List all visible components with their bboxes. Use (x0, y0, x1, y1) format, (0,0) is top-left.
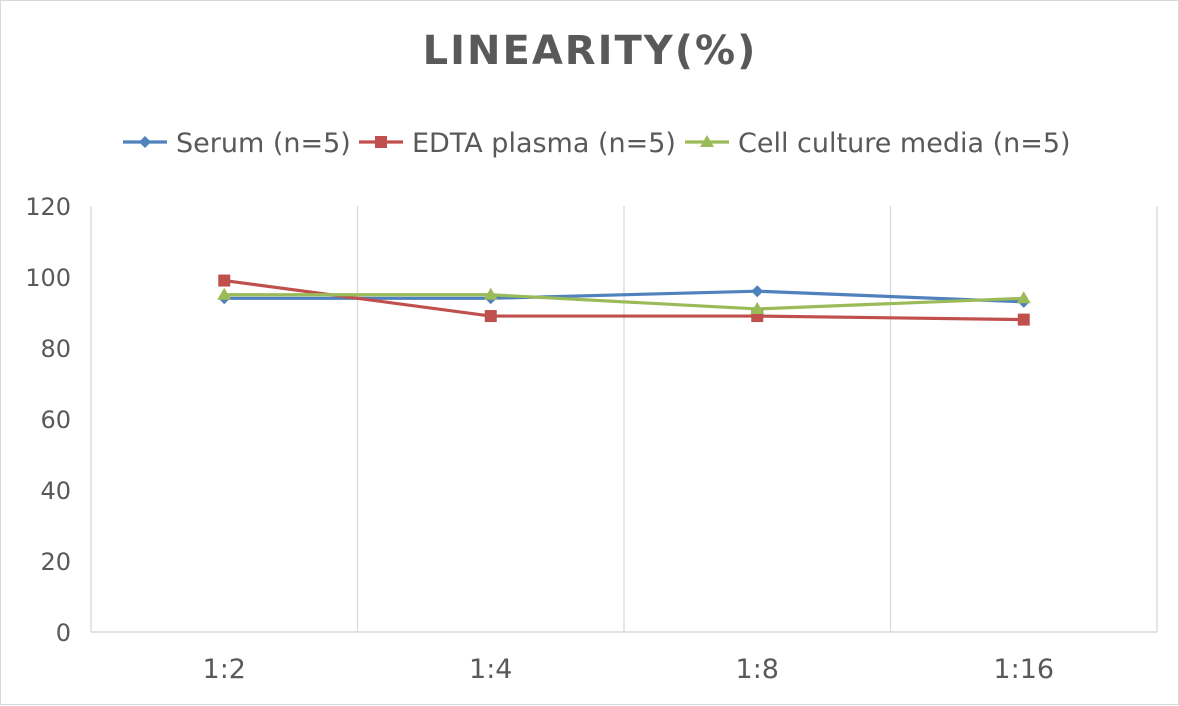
y-tick-label: 0 (56, 619, 71, 647)
legend-marker (375, 136, 387, 148)
x-tick-label: 1:8 (736, 654, 779, 685)
chart-series (217, 274, 1031, 326)
y-tick-label: 120 (25, 193, 71, 221)
data-point (1016, 291, 1031, 304)
y-tick-label: 60 (40, 406, 71, 434)
chart-legend: Serum (n=5) EDTA plasma (n=5) Cell culture… (123, 128, 1071, 159)
chart-title: LINEARITY(%) (423, 28, 758, 74)
legend-item-edta-plasma-n-5: EDTA plasma (n=5) (359, 128, 676, 159)
data-point (484, 310, 497, 323)
y-tick-label: 40 (40, 477, 71, 505)
y-axis-ticks: 0 20 40 60 80 100 120 (25, 193, 71, 647)
series-line (222, 278, 1026, 322)
data-point (483, 287, 498, 300)
x-tick-label: 1:2 (203, 654, 246, 685)
legend-item-cell-culture-media-n-5: Cell culture media (n=5) (685, 128, 1071, 159)
data-point (218, 274, 231, 287)
legend-marker (700, 135, 714, 147)
y-tick-label: 80 (40, 335, 71, 363)
data-point (217, 287, 232, 300)
x-axis-ticks: 1:2 1:4 1:8 1:16 (203, 654, 1055, 685)
series-line (222, 293, 1026, 311)
legend-label: Serum (n=5) (176, 128, 351, 159)
chart-gridlines (90, 206, 1158, 632)
legend-item-serum-n-5: Serum (n=5) (123, 128, 351, 159)
legend-label: EDTA plasma (n=5) (412, 128, 676, 159)
x-tick-label: 1:4 (469, 654, 512, 685)
x-tick-label: 1:16 (993, 654, 1054, 685)
series-cell-culture-media-n-5 (217, 287, 1031, 314)
data-point (751, 285, 764, 298)
y-tick-label: 100 (25, 264, 71, 292)
legend-marker (139, 136, 151, 148)
data-point (750, 301, 765, 314)
data-point (1017, 313, 1030, 326)
legend-label: Cell culture media (n=5) (738, 128, 1071, 159)
y-tick-label: 20 (40, 548, 71, 576)
